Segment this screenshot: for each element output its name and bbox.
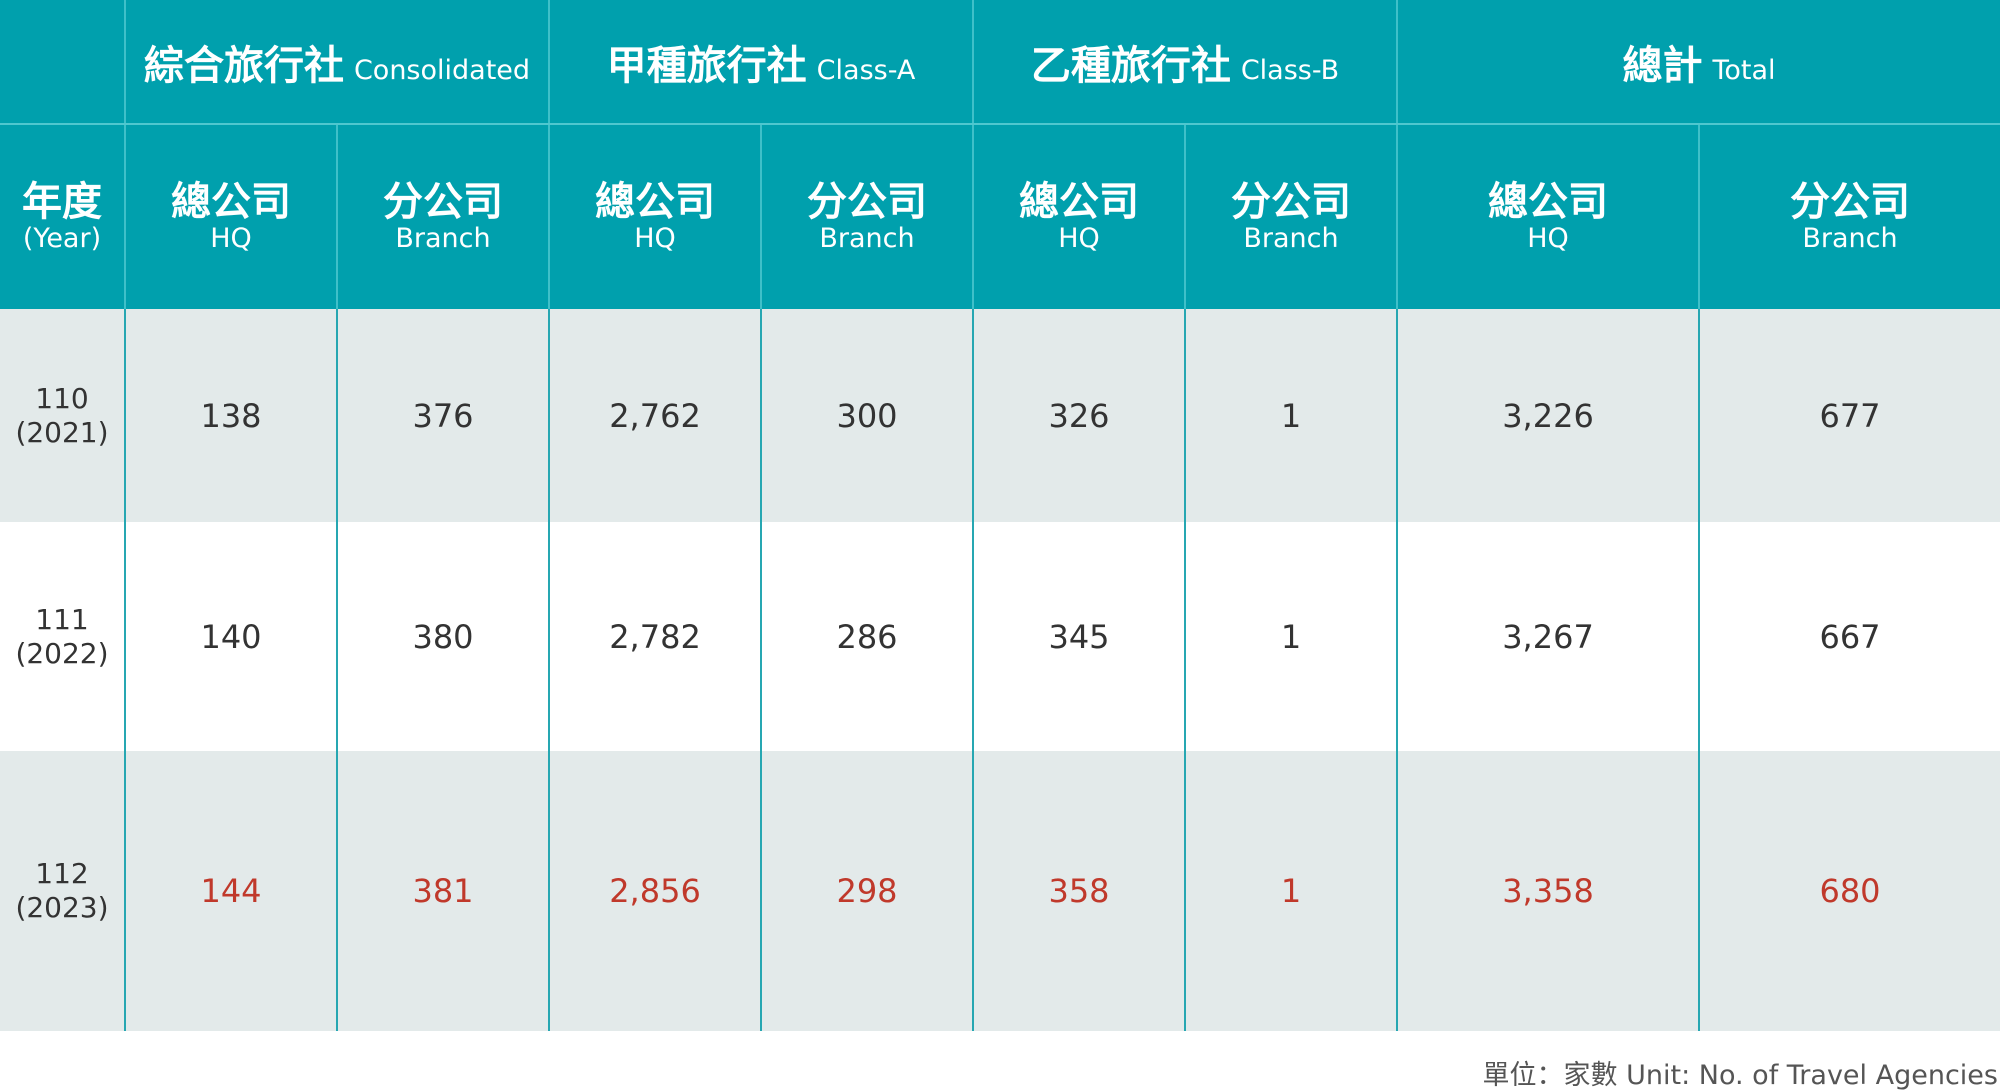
- value-cell: 2,782: [548, 522, 761, 751]
- value-cell: 680: [1698, 751, 2000, 1031]
- year-ad: (2021): [15, 415, 109, 449]
- group-header-en: Total: [1712, 54, 1776, 86]
- year-header: 年度 (Year): [0, 124, 125, 309]
- sub-header-en: HQ: [1058, 223, 1100, 254]
- group-header-en: Class-A: [816, 54, 916, 86]
- sub-header-zh: 分公司: [1790, 179, 1910, 225]
- group-header-row: 綜合旅行社 Consolidated 甲種旅行社 Class-A 乙種旅行社 Clas…: [0, 0, 2000, 125]
- value-cell: 677: [1698, 309, 2000, 522]
- sub-header-en: HQ: [1527, 223, 1569, 254]
- value-cell: 376: [336, 309, 549, 522]
- sub-header-en: HQ: [634, 223, 676, 254]
- value-cell: 381: [336, 751, 549, 1031]
- sub-header-en: Branch: [1243, 223, 1339, 254]
- year-cell: 111 (2022): [0, 522, 125, 751]
- value-cell: 2,856: [548, 751, 761, 1031]
- value-cell: 380: [336, 522, 549, 751]
- year-cell: 110 (2021): [0, 309, 125, 522]
- value-cell: 1: [1184, 309, 1397, 522]
- value-cell: 1: [1184, 751, 1397, 1031]
- group-header-zh: 總計: [1622, 42, 1703, 89]
- group-header-en: Class-B: [1240, 54, 1340, 86]
- sub-header-zh: 總公司: [171, 179, 291, 225]
- year-roc: 111: [35, 602, 89, 636]
- sub-header-hq: 總公司 HQ: [124, 124, 337, 309]
- header-corner: [0, 0, 125, 125]
- sub-header-hq: 總公司 HQ: [548, 124, 761, 309]
- group-header-total: 總計 Total: [1396, 0, 2000, 125]
- sub-header-zh: 總公司: [1019, 179, 1139, 225]
- value-cell: 298: [760, 751, 973, 1031]
- travel-agency-table: 綜合旅行社 Consolidated 甲種旅行社 Class-A 乙種旅行社 Clas…: [0, 0, 2000, 1031]
- year-ad: (2023): [15, 891, 109, 924]
- year-header-zh: 年度: [22, 179, 102, 225]
- value-cell: 3,358: [1396, 751, 1699, 1031]
- group-header-en: Consolidated: [353, 54, 531, 86]
- table-row: 112 (2023) 144 381 2,856 298 358 1 3,358 …: [0, 751, 2000, 1031]
- year-header-en: (Year): [22, 223, 102, 254]
- group-header-zh: 綜合旅行社: [143, 42, 344, 89]
- group-header-zh: 乙種旅行社: [1030, 42, 1231, 89]
- group-header-class-b: 乙種旅行社 Class-B: [972, 0, 1397, 125]
- value-cell: 138: [124, 309, 337, 522]
- sub-header-branch: 分公司 Branch: [336, 124, 549, 309]
- sub-header-branch: 分公司 Branch: [1698, 124, 2000, 309]
- year-roc: 112: [35, 857, 89, 890]
- sub-header-en: Branch: [395, 223, 491, 254]
- table-row: 110 (2021) 138 376 2,762 300 326 1 3,226 …: [0, 309, 2000, 522]
- year-roc: 110: [35, 381, 89, 415]
- group-header-consolidated: 綜合旅行社 Consolidated: [124, 0, 549, 125]
- table-row: 111 (2022) 140 380 2,782 286 345 1 3,267 …: [0, 522, 2000, 751]
- year-cell: 112 (2023): [0, 751, 125, 1031]
- sub-header-zh: 分公司: [383, 179, 503, 225]
- sub-header-row: 年度 (Year) 總公司 HQ 分公司 Branch 總公司 HQ 分公司 Branc…: [0, 124, 2000, 309]
- sub-header-zh: 總公司: [1488, 179, 1608, 225]
- sub-header-branch: 分公司 Branch: [1184, 124, 1397, 309]
- sub-header-zh: 分公司: [1231, 179, 1351, 225]
- value-cell: 358: [972, 751, 1185, 1031]
- group-header-class-a: 甲種旅行社 Class-A: [548, 0, 973, 125]
- value-cell: 3,226: [1396, 309, 1699, 522]
- value-cell: 286: [760, 522, 973, 751]
- sub-header-en: Branch: [819, 223, 915, 254]
- value-cell: 345: [972, 522, 1185, 751]
- value-cell: 300: [760, 309, 973, 522]
- sub-header-hq: 總公司 HQ: [1396, 124, 1699, 309]
- sub-header-zh: 分公司: [807, 179, 927, 225]
- year-ad: (2022): [15, 636, 109, 670]
- value-cell: 3,267: [1396, 522, 1699, 751]
- sub-header-zh: 總公司: [595, 179, 715, 225]
- sub-header-en: HQ: [210, 223, 252, 254]
- value-cell: 140: [124, 522, 337, 751]
- value-cell: 326: [972, 309, 1185, 522]
- group-header-zh: 甲種旅行社: [606, 42, 807, 89]
- unit-footnote: 單位：家數 Unit: No. of Travel Agencies: [1482, 1060, 1998, 1091]
- sub-header-en: Branch: [1802, 223, 1898, 254]
- value-cell: 144: [124, 751, 337, 1031]
- value-cell: 667: [1698, 522, 2000, 751]
- sub-header-branch: 分公司 Branch: [760, 124, 973, 309]
- value-cell: 1: [1184, 522, 1397, 751]
- sub-header-hq: 總公司 HQ: [972, 124, 1185, 309]
- value-cell: 2,762: [548, 309, 761, 522]
